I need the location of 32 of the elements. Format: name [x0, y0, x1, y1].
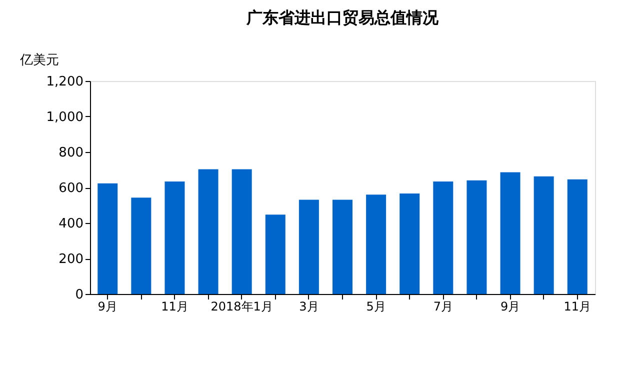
bar [500, 172, 520, 294]
bar [164, 181, 185, 294]
bar [265, 214, 286, 294]
bar [131, 198, 152, 294]
x-tick-label: 9月 [500, 300, 520, 314]
x-tick-label: 11月 [564, 300, 592, 314]
x-tick-label: 9月 [98, 300, 118, 314]
y-tick-label: 600 [58, 181, 84, 196]
x-tick-label: 11月 [161, 300, 188, 314]
y-tick-label: 200 [58, 252, 84, 267]
x-tick-label: 7月 [433, 300, 453, 314]
bar [332, 200, 352, 294]
bar [232, 169, 252, 294]
x-tick-label: 2018年1月 [210, 300, 273, 314]
bar [198, 169, 218, 294]
y-tick-label: 400 [58, 216, 84, 232]
bar [400, 194, 420, 294]
y-tick-label: 1,000 [46, 110, 84, 125]
bar [567, 179, 588, 294]
bar [466, 180, 487, 294]
bar [298, 200, 319, 294]
chart-title: 广东省进出口贸易总值情况 [246, 8, 440, 27]
x-tick-label: 5月 [366, 300, 386, 314]
y-tick-label: 1,200 [46, 74, 84, 90]
bar [433, 181, 454, 294]
bar [98, 183, 118, 294]
y-tick-label: 800 [58, 146, 84, 160]
x-tick-label: 3月 [299, 300, 319, 314]
bar [366, 194, 386, 294]
y-tick-label: 0 [75, 288, 84, 302]
bar [534, 176, 554, 294]
y-axis-title: 亿美元 [19, 52, 59, 68]
